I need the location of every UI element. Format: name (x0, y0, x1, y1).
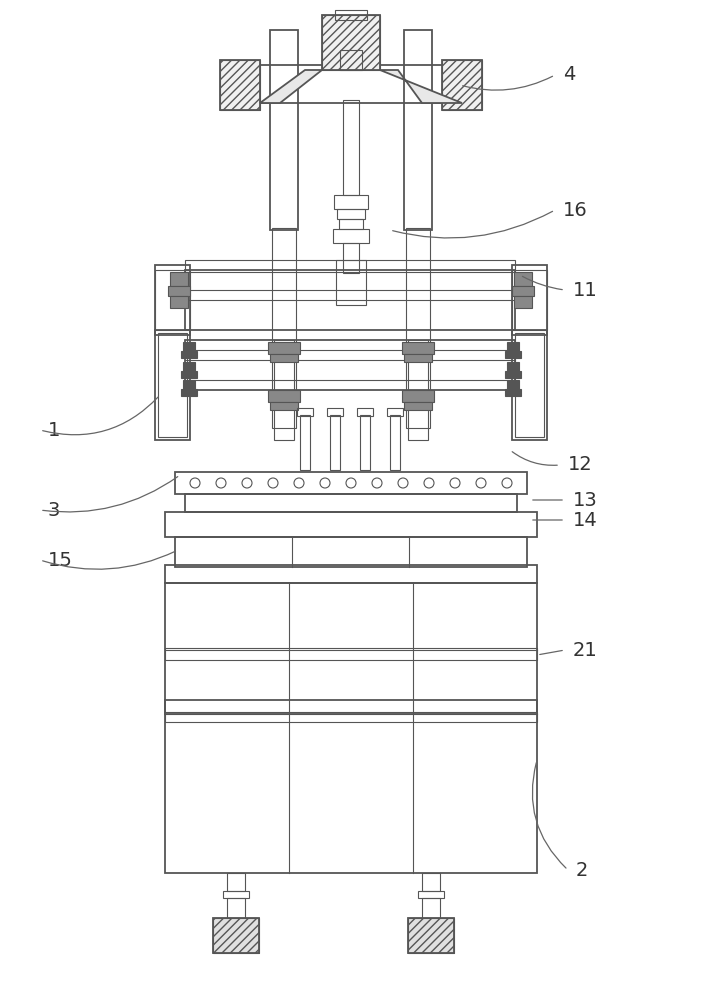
Bar (357, 408, 373, 416)
Text: 16: 16 (563, 200, 588, 220)
Bar (515, 333, 544, 437)
Text: 12: 12 (568, 456, 592, 475)
Polygon shape (260, 70, 322, 103)
Bar (155, 330, 190, 440)
Bar (165, 512, 537, 537)
Bar (408, 918, 454, 953)
Bar (270, 354, 298, 362)
Bar (507, 362, 519, 371)
Bar (270, 402, 298, 410)
Bar (155, 265, 190, 335)
Bar (185, 494, 517, 512)
Bar (170, 272, 188, 286)
Bar (402, 390, 434, 402)
Bar (165, 565, 537, 583)
Bar (336, 260, 366, 305)
Bar (335, 10, 367, 20)
Bar (408, 340, 428, 440)
Bar (404, 402, 432, 410)
Bar (165, 648, 537, 660)
Bar (175, 537, 527, 567)
Bar (512, 270, 547, 330)
Bar (333, 229, 369, 243)
Bar (514, 272, 532, 286)
Bar (387, 408, 403, 416)
Bar (512, 330, 547, 440)
Bar (168, 286, 190, 296)
Bar (322, 15, 380, 70)
Text: 13: 13 (573, 490, 597, 510)
Bar (442, 60, 482, 110)
Bar (181, 389, 197, 396)
Bar (505, 371, 521, 378)
Bar (213, 918, 259, 953)
Bar (220, 60, 260, 110)
Bar (404, 354, 432, 362)
Bar (390, 415, 400, 470)
Bar (155, 270, 190, 330)
Bar (227, 873, 245, 891)
Bar (507, 380, 519, 389)
Text: 1: 1 (48, 420, 60, 440)
Bar (230, 65, 472, 103)
Bar (268, 390, 300, 402)
Bar (181, 371, 197, 378)
Bar (185, 260, 515, 272)
Bar (322, 15, 380, 70)
Bar (512, 265, 547, 335)
Bar (343, 100, 359, 195)
Bar (330, 415, 340, 470)
Bar (185, 270, 515, 330)
Bar (297, 408, 313, 416)
Bar (512, 286, 534, 296)
Bar (227, 898, 245, 918)
Bar (505, 389, 521, 396)
Text: 15: 15 (48, 550, 73, 570)
Bar (343, 243, 359, 273)
Bar (268, 342, 300, 354)
Bar (300, 415, 310, 470)
Text: 11: 11 (573, 280, 597, 300)
Bar (181, 351, 197, 358)
Bar (340, 50, 362, 70)
Bar (360, 415, 370, 470)
Bar (165, 700, 537, 714)
Bar (514, 296, 532, 308)
Bar (220, 60, 260, 110)
Bar (505, 351, 521, 358)
Text: 3: 3 (48, 500, 60, 520)
Bar (170, 296, 188, 308)
Bar (402, 342, 434, 354)
Bar (406, 228, 430, 428)
Polygon shape (380, 70, 462, 103)
Bar (337, 209, 365, 219)
Bar (185, 340, 515, 390)
Bar (422, 898, 440, 918)
Bar (213, 918, 259, 953)
Bar (183, 342, 195, 351)
Bar (422, 873, 440, 891)
Bar (408, 918, 454, 953)
Bar (339, 219, 363, 229)
Bar (183, 380, 195, 389)
Text: 4: 4 (563, 66, 576, 85)
Bar (270, 30, 298, 230)
Bar (442, 60, 482, 110)
Bar (165, 712, 537, 722)
Bar (327, 408, 343, 416)
Bar (418, 891, 444, 898)
Bar (507, 342, 519, 351)
Bar (158, 333, 187, 437)
Bar (165, 583, 537, 873)
Text: 21: 21 (573, 641, 597, 660)
Bar (175, 472, 527, 494)
Bar (272, 228, 296, 428)
Text: 14: 14 (573, 510, 597, 530)
Bar (404, 30, 432, 230)
Bar (223, 891, 249, 898)
Bar (334, 195, 368, 209)
Bar (274, 340, 294, 440)
Bar (183, 362, 195, 371)
Text: 2: 2 (576, 860, 588, 880)
